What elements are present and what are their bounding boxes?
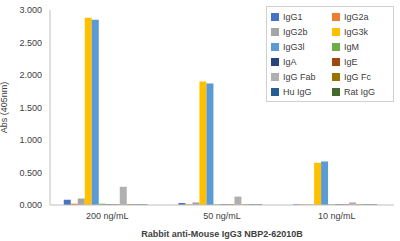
html-text:IgG Fc: IgG Fc	[344, 71, 371, 82]
svg-text:Rabbit anti-Mouse IgG3 NBP2-62: Rabbit anti-Mouse IgG3 NBP2-62010B	[141, 229, 303, 239]
html-text:IgG2a: IgG2a	[344, 11, 369, 22]
svg-text:2.000: 2.000	[19, 70, 42, 80]
svg-text:2.500: 2.500	[19, 38, 42, 48]
html-text:IgM: IgM	[344, 41, 359, 52]
svg-text:Abs (405nm): Abs (405nm)	[8, 82, 9, 134]
html-text:IgG1: IgG1	[283, 11, 303, 22]
svg-text:0.000: 0.000	[19, 200, 42, 210]
svg-text:10 ng/mL: 10 ng/mL	[318, 211, 356, 221]
svg-text:1.500: 1.500	[19, 103, 42, 113]
svg-text:1.000: 1.000	[19, 135, 42, 145]
html-text:IgG3l: IgG3l	[283, 41, 305, 52]
svg-text:0.500: 0.500	[19, 168, 42, 178]
html-text:Rat IgG: Rat IgG	[344, 86, 375, 97]
svg-text:3.000: 3.000	[19, 5, 42, 15]
html-text:IgG3k: IgG3k	[344, 26, 368, 37]
html-text:IgA: IgA	[283, 56, 297, 67]
svg-text:200 ng/mL: 200 ng/mL	[86, 211, 129, 221]
html-text:IgG Fab: IgG Fab	[283, 71, 316, 82]
html-text:Hu IgG: Hu IgG	[283, 86, 312, 97]
svg-text:50 ng/mL: 50 ng/mL	[203, 211, 241, 221]
html-text:IgE: IgE	[344, 56, 358, 67]
html-text:IgG2b: IgG2b	[283, 26, 308, 37]
